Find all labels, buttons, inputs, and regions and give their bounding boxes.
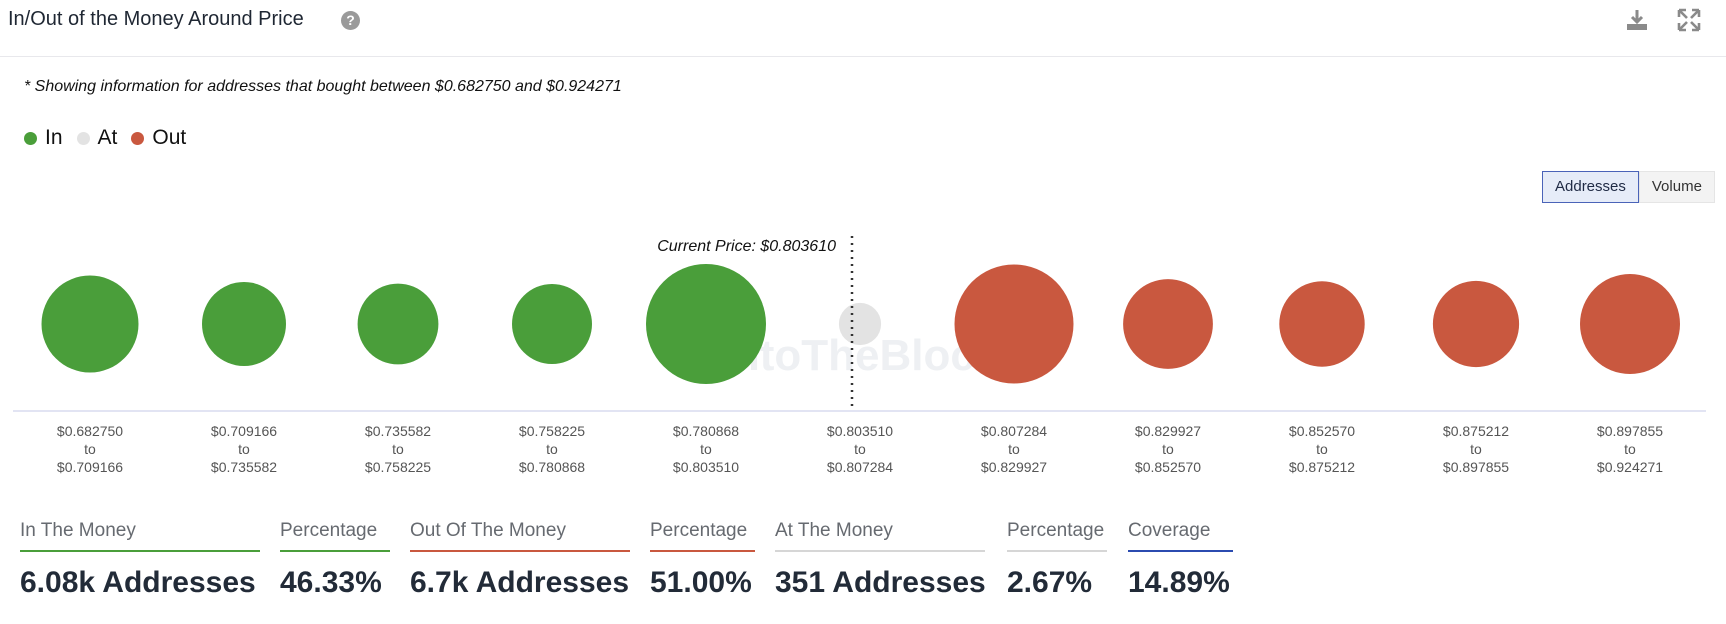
question-circle-icon[interactable]: ? xyxy=(341,11,360,30)
x-tick-label: $0.924271 xyxy=(1597,459,1663,475)
bubble-out-8[interactable] xyxy=(1279,281,1365,367)
x-tick-to-word: to xyxy=(1316,441,1328,457)
legend-dot-in xyxy=(24,131,37,145)
x-tick-to-word: to xyxy=(546,441,558,457)
stat-label: Percentage xyxy=(1007,520,1107,552)
bubble-in-0[interactable] xyxy=(41,275,139,373)
x-tick-label: $0.735582 xyxy=(211,459,277,475)
bubble-in-1[interactable] xyxy=(202,282,286,366)
stat-value: 2.67% xyxy=(1007,566,1093,599)
x-tick-label: $0.780868 xyxy=(673,423,739,439)
bubble-in-4[interactable] xyxy=(646,264,766,384)
bubbles-group xyxy=(41,264,1680,384)
stat-at-percentage: Percentage 2.67% xyxy=(1007,520,1107,600)
x-tick-label: $0.807284 xyxy=(981,423,1047,439)
legend-item-at[interactable]: At xyxy=(76,126,118,150)
legend-dot-at xyxy=(76,131,90,145)
stat-label: Percentage xyxy=(280,520,390,552)
stat-label: At The Money xyxy=(775,520,985,552)
current-price-label: Current Price: $0.803610 xyxy=(657,238,836,255)
x-tick-label: $0.803510 xyxy=(673,459,739,475)
page-title: In/Out of the Money Around Price xyxy=(8,8,304,30)
legend-item-out[interactable]: Out xyxy=(131,126,186,150)
x-tick-to-word: to xyxy=(1624,441,1636,457)
x-tick-label: $0.897855 xyxy=(1443,459,1509,475)
bubble-out-10[interactable] xyxy=(1580,274,1680,374)
stat-label: Out Of The Money xyxy=(410,520,630,552)
stat-out-percentage: Percentage 51.00% xyxy=(650,520,755,600)
download-icon[interactable] xyxy=(1624,7,1650,33)
bubble-chart: IntoTheBlock Current Price: $0.803610 $0… xyxy=(13,236,1706,475)
x-tick-label: $0.852570 xyxy=(1289,423,1355,439)
stat-label: Coverage xyxy=(1128,520,1233,552)
x-tick-to-word: to xyxy=(392,441,404,457)
addresses-button[interactable]: Addresses xyxy=(1542,171,1639,203)
stat-value: 46.33% xyxy=(280,566,382,599)
x-tick-label: $0.735582 xyxy=(365,423,431,439)
x-tick-to-word: to xyxy=(1162,441,1174,457)
x-tick-to-word: to xyxy=(1008,441,1020,457)
stat-label: Percentage xyxy=(650,520,755,552)
stat-label: In The Money xyxy=(20,520,260,552)
legend-dot-out xyxy=(131,131,145,145)
x-tick-label: $0.829927 xyxy=(1135,423,1201,439)
x-tick-label: $0.758225 xyxy=(519,423,585,439)
stat-value: 14.89% xyxy=(1128,566,1230,599)
x-axis-labels: $0.682750 to $0.709166 $0.709166 to $0.735582… xyxy=(57,423,1663,475)
expand-icon[interactable] xyxy=(1676,7,1702,33)
stat-in-the-money: In The Money 6.08k Addresses xyxy=(20,520,260,600)
x-tick-label: $0.875212 xyxy=(1289,459,1355,475)
x-tick-label: $0.709166 xyxy=(57,459,123,475)
legend-label-in: In xyxy=(45,126,63,149)
x-tick-label: $0.709166 xyxy=(211,423,277,439)
stat-in-percentage: Percentage 46.33% xyxy=(280,520,390,600)
stat-value: 51.00% xyxy=(650,566,752,599)
stat-out-of-the-money: Out Of The Money 6.7k Addresses xyxy=(410,520,630,600)
x-tick-label: $0.852570 xyxy=(1135,459,1201,475)
x-tick-label: $0.780868 xyxy=(519,459,585,475)
x-tick-label: $0.758225 xyxy=(365,459,431,475)
chart-header: In/Out of the Money Around Price ? xyxy=(0,0,1726,57)
legend-label-at: At xyxy=(97,126,118,149)
x-tick-label: $0.807284 xyxy=(827,459,893,475)
stats-bar: In The Money 6.08k Addresses Percentage … xyxy=(0,520,1726,610)
x-tick-to-word: to xyxy=(854,441,866,457)
stat-at-the-money: At The Money 351 Addresses xyxy=(775,520,986,600)
x-tick-to-word: to xyxy=(1470,441,1482,457)
volume-button[interactable]: Volume xyxy=(1638,171,1715,203)
metric-toggle: Addresses Volume xyxy=(1542,171,1715,203)
bubble-in-2[interactable] xyxy=(357,283,439,365)
x-tick-label: $0.803510 xyxy=(827,423,893,439)
x-tick-to-word: to xyxy=(700,441,712,457)
stat-value: 6.08k Addresses xyxy=(20,566,256,599)
stat-value: 6.7k Addresses xyxy=(410,566,630,599)
x-tick-to-word: to xyxy=(238,441,250,457)
stat-value: 351 Addresses xyxy=(775,566,986,599)
range-note: * Showing information for addresses that… xyxy=(24,78,622,95)
x-tick-label: $0.875212 xyxy=(1443,423,1509,439)
bubble-out-9[interactable] xyxy=(1432,280,1520,368)
x-tick-label: $0.897855 xyxy=(1597,423,1663,439)
legend-item-in[interactable]: In xyxy=(24,126,63,150)
bubble-out-7[interactable] xyxy=(1123,279,1213,369)
bubble-at-5[interactable] xyxy=(838,302,882,346)
bubble-in-3[interactable] xyxy=(512,284,592,364)
legend-label-out: Out xyxy=(152,126,187,149)
x-tick-label: $0.682750 xyxy=(57,423,123,439)
x-tick-label: $0.829927 xyxy=(981,459,1047,475)
legend: In At Out xyxy=(24,126,200,150)
x-tick-to-word: to xyxy=(84,441,96,457)
bubble-out-6[interactable] xyxy=(954,264,1074,384)
stat-coverage: Coverage 14.89% xyxy=(1128,520,1233,600)
